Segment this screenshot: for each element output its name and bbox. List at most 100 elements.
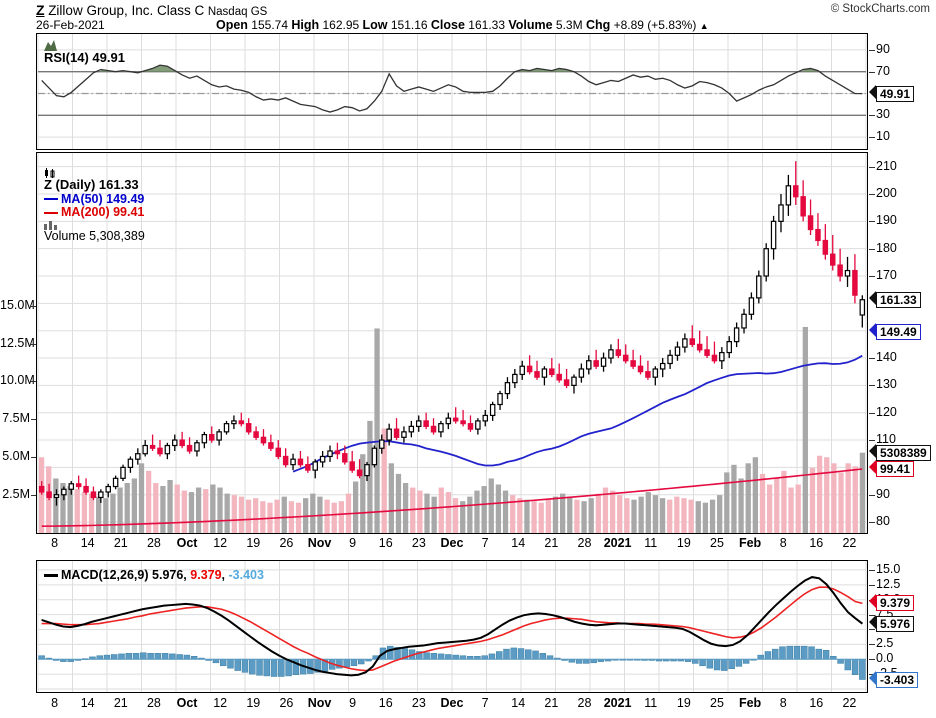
price-tag-pointer [869, 323, 876, 338]
price-axis-label: 190 [876, 213, 897, 228]
axis-tick [869, 584, 875, 586]
x-axis-label: 21 [544, 696, 559, 710]
axis-tick [31, 305, 36, 307]
x-axis-label: Feb [738, 536, 762, 550]
price-axis-label: 200 [876, 186, 897, 200]
x-axis-label: 12 [213, 696, 228, 710]
axis-tick [869, 276, 875, 278]
price-tag-pointer [869, 290, 876, 305]
x-axis-label: 19 [246, 696, 261, 710]
x-axis-label: 8 [779, 536, 787, 550]
axis-tick [869, 494, 875, 496]
x-axis-label: 28 [146, 696, 161, 710]
volume-legend-row: Volume 5,308,389 [44, 220, 145, 244]
rsi-axis-label: 90 [876, 41, 890, 56]
candlestick-icon [45, 168, 55, 178]
axis-tick [869, 385, 875, 387]
x-axis-label: 9 [349, 536, 357, 550]
x-axis-label: 7 [481, 696, 489, 710]
x-axis-label: Oct [176, 696, 198, 710]
chart-header: Z Zillow Group, Inc. Class C Nasdaq GS ©… [0, 0, 936, 32]
axis-tick [869, 358, 875, 360]
x-axis-label: 21 [113, 536, 128, 550]
open-value: 155.74 [251, 18, 288, 32]
macd-legend: MACD(12,26,9) 5.976, 9.379, -3.403 [44, 568, 264, 583]
axis-tick [869, 115, 875, 117]
ma50-swatch-icon [44, 198, 58, 201]
price-plot[interactable] [36, 152, 868, 534]
header-title-line: Z Zillow Group, Inc. Class C Nasdaq GS [36, 2, 267, 18]
x-axis-label: 26 [279, 536, 294, 550]
x-axis-label: Dec [440, 536, 464, 550]
ma50-legend-row: MA(50) 149.49 [44, 191, 145, 207]
macd-legend-hist: -3.403 [228, 568, 264, 582]
price-tag-pointer [869, 84, 876, 99]
x-axis-label: Feb [738, 696, 762, 710]
price-axis-label: 110 [876, 432, 896, 447]
macd-comma-2: , [221, 568, 226, 582]
axis-tick [31, 495, 36, 497]
price-axis-label: 120 [876, 404, 897, 419]
x-axis-label: 7 [481, 536, 489, 550]
price-tag-pointer [869, 594, 876, 609]
x-axis-label: 25 [710, 536, 724, 550]
high-label: High [291, 18, 320, 32]
axis-tick [869, 166, 875, 168]
price-tag: -3.403 [876, 671, 919, 688]
price-axis-label: 170 [876, 268, 897, 283]
price-axis-label: 180 [876, 240, 897, 255]
x-axis-label: 14 [511, 696, 526, 710]
macd-legend-name: MACD(12,26,9) [61, 568, 149, 582]
x-axis-label: 23 [411, 536, 426, 550]
x-axis-label: 22 [842, 696, 857, 710]
price-tag: 161.33 [876, 291, 921, 308]
price-axis-label: 140 [876, 350, 897, 365]
price-tag: 49.91 [876, 85, 915, 102]
volume-axis-label: 10.0M [0, 373, 35, 388]
high-value: 162.95 [322, 18, 360, 32]
x-axis-label: 19 [246, 536, 261, 550]
macd-swatch-icon [44, 574, 58, 578]
volume-axis-label: 12.5M [0, 335, 35, 350]
low-label: Low [362, 18, 388, 32]
x-axis-bottom: 8 14 21 28 Oct 12 19 26 Nov 9 16 23 Dec 7 14 21 28 2021 11… [36, 696, 868, 714]
volume-legend-text: Volume 5,308,389 [44, 228, 145, 243]
rsi-legend-text: RSI(14) 49.91 [44, 50, 125, 65]
ma50-legend-text: MA(50) 149.49 [61, 191, 145, 206]
axis-tick [31, 343, 36, 345]
x-axis-label: 26 [279, 696, 294, 710]
x-axis-label: 16 [378, 696, 393, 710]
macd-legend-value: 5.976 [152, 568, 184, 582]
price-panel [36, 152, 868, 534]
x-axis-label: Oct [176, 536, 198, 550]
x-axis-label: 14 [80, 536, 95, 550]
volume-axis-label: 7.5M [2, 411, 30, 426]
rsi-plot[interactable] [36, 33, 868, 150]
chg-up-arrow-icon: ▲ [699, 21, 709, 31]
x-axis-label: 19 [676, 536, 691, 550]
axis-tick [869, 569, 875, 571]
axis-tick [869, 659, 875, 661]
x-axis-label: 16 [809, 536, 824, 550]
price-legend-row: Z (Daily) 161.33 [44, 168, 145, 193]
price-tag-pointer [869, 460, 876, 474]
x-axis-label: 28 [577, 696, 592, 710]
macd-panel [36, 560, 868, 693]
price-legend-text: Z (Daily) 161.33 [44, 177, 139, 192]
macd-axis-label: 0.0 [876, 651, 894, 666]
x-axis-label: 22 [842, 536, 857, 550]
x-axis-label: 9 [349, 696, 357, 710]
stockcharts-brand: © StockCharts.com [830, 3, 930, 15]
x-axis-label: 8 [779, 696, 787, 710]
macd-plot[interactable] [36, 560, 868, 693]
volume-axis-label: 5.0M [2, 449, 30, 464]
x-axis-label: 11 [644, 696, 658, 710]
axis-tick [869, 440, 875, 442]
macd-axis-label: 2.5 [876, 636, 894, 651]
x-axis-label: Nov [307, 536, 332, 550]
price-tag-pointer [869, 614, 876, 629]
x-axis-label: 25 [710, 696, 724, 710]
macd-axis-label: 15.0 [876, 561, 901, 576]
axis-tick [869, 522, 875, 524]
date-label: 26-Feb-2021 [36, 18, 105, 32]
